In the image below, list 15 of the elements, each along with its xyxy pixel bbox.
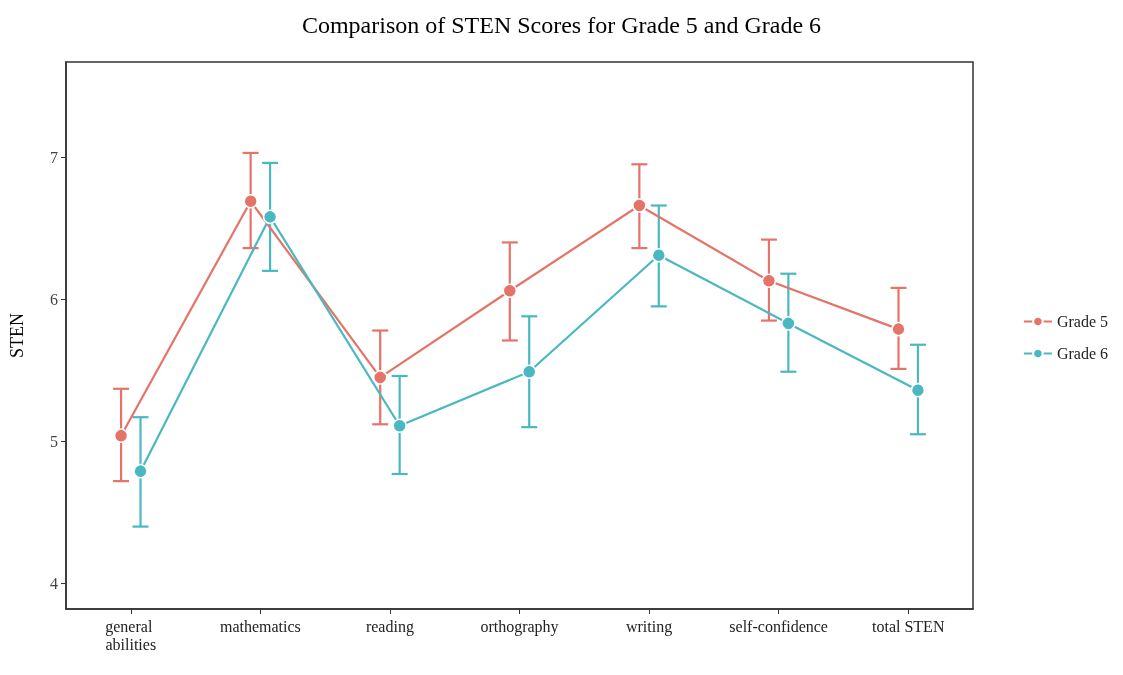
y-axis-title: STEN [7,313,27,358]
chart-title: Comparison of STEN Scores for Grade 5 and Grade 6 [301,12,822,38]
y-tick-label: 4 [50,574,58,592]
x-tick-label: self-confidence [729,617,828,635]
x-tick-label: orthography [480,617,559,636]
x-tick-label: mathematics [219,617,301,635]
x-tick-label: general abilities [105,617,157,653]
legend-label: Grade 6 [1056,345,1109,362]
x-tick-label: total STEN [872,617,945,635]
y-tick-label: 7 [50,148,58,166]
y-tick-label: 6 [50,290,58,308]
legend-label: Grade 5 [1056,313,1109,330]
x-tick-label: writing [625,617,673,636]
x-tick-label: reading [365,617,414,636]
y-tick-label: 5 [50,432,58,450]
